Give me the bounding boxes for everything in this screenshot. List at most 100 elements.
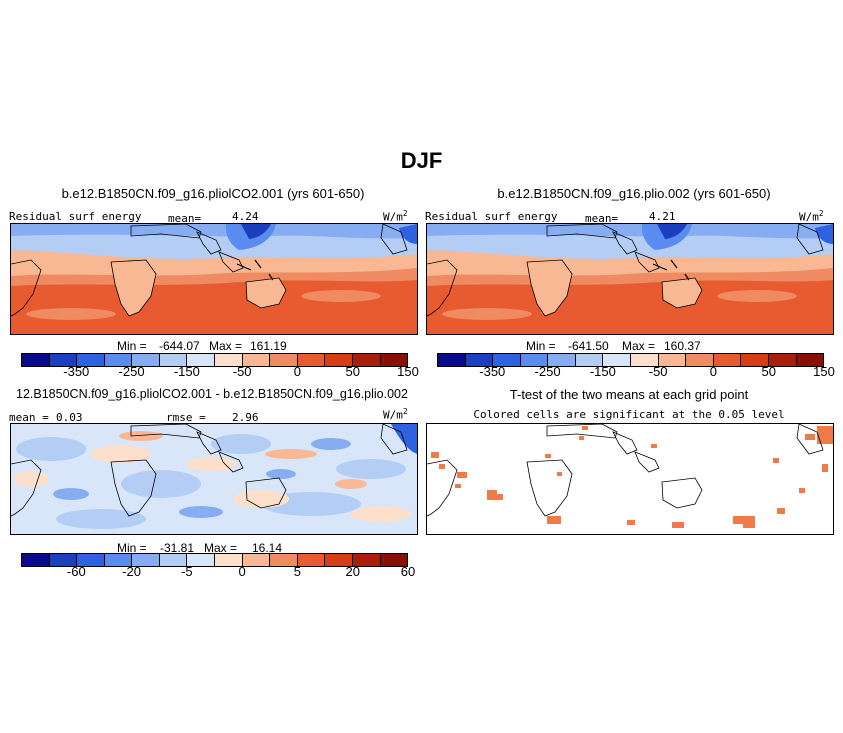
colorbar-experiment [437,353,824,367]
colorbar-tick-label: -50 [232,364,252,379]
variable-label: Residual surf energy [9,210,142,223]
max-label: Max = [209,339,243,353]
colorbar-swatch [575,354,604,366]
colorbar-swatch [297,554,326,566]
colorbar-swatch [242,554,271,566]
colorbar-tick-label: 150 [397,364,419,379]
colorbar-tick-label: -20 [122,564,141,579]
rmse-label: rmse = [166,411,206,424]
colorbar-swatch [686,354,714,366]
colorbar-swatch [270,554,298,566]
colorbar-ticks-control: -350 -250 -150 -50 0 50 150 [21,364,419,380]
units-label: W/m2 [383,209,408,224]
colorbar-swatch [159,554,188,566]
colorbar-tick-label: 0 [709,364,718,379]
mean-label: mean = [9,411,49,424]
min-label: Min = [526,339,556,353]
max-value: 16.14 [252,541,283,555]
mean-value: 4.24 [232,210,259,223]
colorbar-swatch [49,554,78,566]
colorbar-swatch [49,354,78,366]
variable-label: Residual surf energy [425,210,558,223]
map-experiment [426,223,834,335]
colorbar-tick-label: 0 [238,564,246,579]
max-label: Max = [622,339,656,353]
panel-title-ttest: T-test of the two means at each grid poi… [509,387,749,402]
colorbar-tick-label: 60 [400,564,416,579]
colorbar-swatch [768,354,797,366]
mean-label: mean= [585,212,619,225]
units-label: W/m2 [383,407,408,422]
colorbar-swatch [796,354,824,366]
ttest-subtitle: Colored cells are significant at the 0.0… [473,408,785,421]
energy-field-experiment [427,224,833,334]
colorbar-difference [21,553,408,567]
min-value: -641.50 [568,339,609,353]
colorbar-tick-label: 0 [293,364,302,379]
colorbar-swatch [215,354,243,366]
colorbar-tick-label: 50 [345,364,360,379]
rmse-value: 2.96 [232,411,259,424]
map-ttest [426,423,834,535]
min-label: Min = [117,339,147,353]
map-difference [10,423,418,535]
colorbar-swatch [713,354,742,366]
colorbar-swatch [631,354,659,366]
colorbar-ticks-experiment: -350 -250 -150 -50 0 50 150 [437,364,835,380]
colorbar-tick-label: 50 [761,364,776,379]
colorbar-tick-label: -50 [648,364,668,379]
colorbar-tick-label: 5 [293,564,302,579]
colorbar-control [21,353,408,367]
mean-label: mean= [168,212,202,225]
colorbar-swatch [22,554,50,566]
colorbar-ticks-difference: -60 -20 -5 0 5 20 60 [21,564,415,580]
colorbar-swatch [603,354,632,366]
colorbar-swatch [187,354,216,366]
colorbar-swatch [77,354,105,366]
colorbar-tick-label: -150 [173,364,200,379]
difference-field [11,424,417,534]
colorbar-tick-label: -350 [479,364,506,379]
colorbar-swatch [658,354,687,366]
colorbar-tick-label: -350 [63,364,90,379]
min-value: -31.81 [160,541,195,555]
colorbar-swatch [548,354,576,366]
colorbar-swatch [242,354,271,366]
colorbar-swatch [520,354,549,366]
colorbar-swatch [77,554,105,566]
colorbar-swatch [465,354,494,366]
colorbar-tick-label: -60 [66,564,86,579]
mean-value: 4.21 [649,210,676,223]
colorbar-tick-label: 20 [345,564,360,579]
panel-title-control: b.e12.B1850CN.f09_g16.pliolCO2.001 (yrs … [61,186,365,201]
colorbar-tick-label: -250 [118,364,145,379]
colorbar-tick-label: -150 [589,364,616,379]
energy-field-control [11,224,417,334]
colorbar-swatch [352,554,381,566]
colorbar-swatch [187,554,216,566]
colorbar-swatch [493,354,521,366]
significant-cells [431,426,833,528]
colorbar-swatch [104,554,133,566]
colorbar-tick-label: 150 [813,364,835,379]
max-value: 160.37 [664,339,701,353]
max-value: 161.19 [250,339,287,353]
colorbar-swatch [325,354,353,366]
colorbar-swatch [159,354,188,366]
significance-field [427,424,833,534]
colorbar-swatch [270,354,298,366]
min-label: Min = [117,541,147,555]
season-title: DJF [400,148,443,173]
colorbar-swatch [741,354,769,366]
colorbar-swatch [22,354,50,366]
colorbar-swatch [380,554,408,566]
colorbar-swatch [297,354,326,366]
units-label: W/m2 [799,209,824,224]
colorbar-tick-label: -5 [181,564,193,579]
colorbar-swatch [132,554,160,566]
colorbar-swatch [325,554,353,566]
colorbar-swatch [215,554,243,566]
colorbar-swatch [352,354,381,366]
colorbar-swatch [380,354,408,366]
colorbar-swatch [132,354,160,366]
